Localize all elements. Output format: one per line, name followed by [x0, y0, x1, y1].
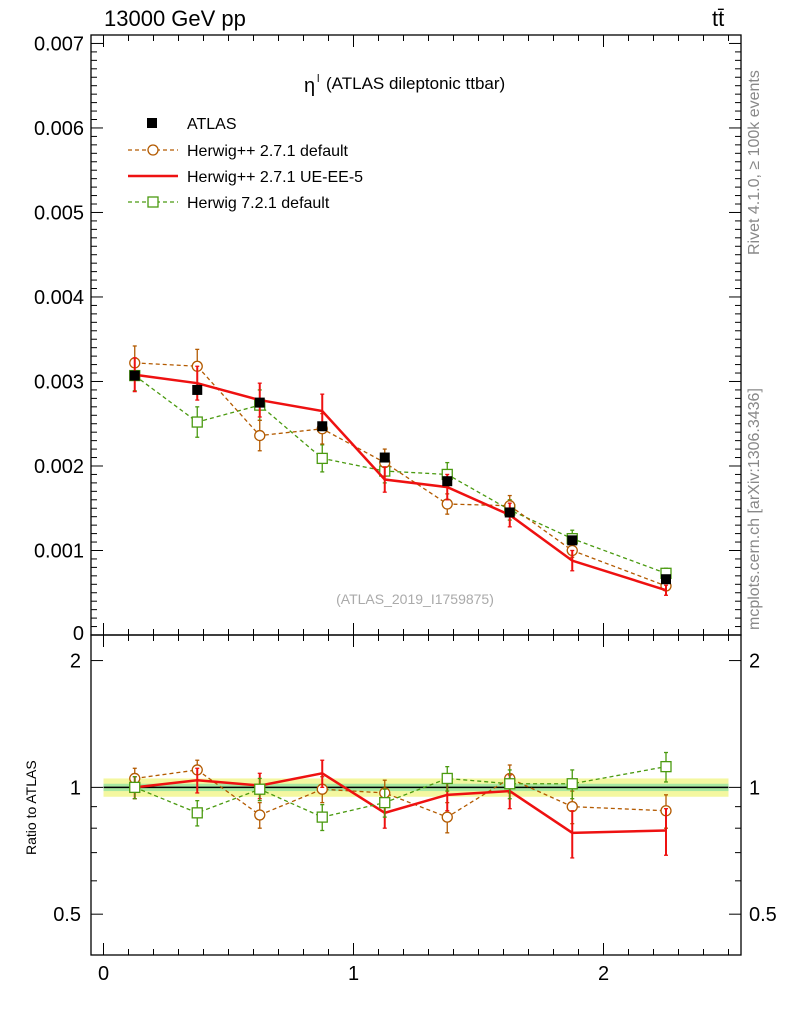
- line-herwigpp-2-7-1-ue-ee-5: [134, 373, 667, 592]
- point-atlas: [504, 507, 515, 518]
- legend-label-herwigpp-default: Herwig++ 2.7.1 default: [187, 143, 349, 160]
- series-herwigpp-2-7-1-ue-ee-5: [132, 759, 668, 859]
- legend-label-herwig7-default: Herwig 7.2.1 default: [187, 195, 330, 212]
- main-series: [129, 345, 672, 596]
- point-atlas: [317, 421, 328, 432]
- main-ytick-label: 0.003: [34, 371, 84, 393]
- point-herwig-7-2-1-default: [316, 452, 328, 465]
- legend-label-atlas: ATLAS: [187, 116, 237, 133]
- line-herwig-7-2-1-default: [134, 375, 667, 574]
- series-herwigpp-2-7-1-ue-ee-5: [132, 357, 668, 596]
- main-ytick-label-zero: 0: [73, 623, 84, 645]
- point-herwigpp-2-7-1-default: [254, 809, 266, 821]
- energy-label: 13000 GeV pp: [104, 6, 246, 31]
- line-herwigpp-2-7-1-default: [134, 769, 667, 818]
- main-panel: 0.001 0.002 0.003 0.004 0.005 0.006 0.007 0 η l…: [34, 33, 742, 645]
- point-herwig-7-2-1-default: [504, 778, 516, 790]
- point-herwig-7-2-1-default: [191, 807, 203, 819]
- point-herwig-7-2-1-default: [441, 772, 453, 785]
- main-ticks: 0.001 0.002 0.003 0.004 0.005 0.006 0.007 0: [34, 33, 741, 645]
- legend-marker-herwigpp-default: [147, 144, 159, 156]
- point-atlas: [129, 370, 140, 381]
- ratio-frame: [90, 634, 742, 956]
- point-herwig-7-2-1-default: [379, 796, 391, 809]
- point-atlas: [567, 535, 578, 546]
- point-atlas: [661, 574, 671, 585]
- ratio-ticks: 0.5 0.5 1 1 2 2 0 1 2: [53, 635, 777, 985]
- point-herwig-7-2-1-default: [254, 783, 266, 795]
- point-atlas: [192, 384, 203, 395]
- series-herwig-7-2-1-default: [129, 751, 672, 832]
- point-herwigpp-2-7-1-default: [441, 498, 453, 510]
- ratio-ylabel: Ratio to ATLAS: [23, 760, 39, 855]
- title-superscript: l: [317, 73, 319, 85]
- legend-marker-herwig7-default: [147, 196, 159, 208]
- chart-title: (ATLAS dileptonic ttbar): [326, 74, 505, 93]
- line-herwigpp-2-7-1-default: [134, 362, 667, 587]
- process-label: tt̄: [712, 6, 725, 31]
- ratio-xtick-label: 2: [598, 963, 609, 985]
- ratio-xtick-label: 0: [98, 963, 109, 985]
- ratio-xtick-label: 1: [348, 963, 359, 985]
- ratio-ytick-label-right: 1: [749, 777, 760, 799]
- main-ytick-label: 0.007: [34, 33, 84, 55]
- point-herwigpp-2-7-1-default: [254, 429, 266, 442]
- point-herwig-7-2-1-default: [129, 781, 141, 794]
- series-herwig-7-2-1-default: [129, 359, 672, 580]
- legend-marker-atlas: [147, 118, 157, 128]
- point-herwig-7-2-1-default: [660, 760, 672, 773]
- series-herwigpp-2-7-1-default: [129, 345, 672, 592]
- main-ytick-label: 0.005: [34, 202, 84, 224]
- ratio-ytick-label: 1: [70, 777, 81, 799]
- watermark: (ATLAS_2019_I1759875): [336, 591, 494, 607]
- ratio-panel: 0.5 0.5 1 1 2 2 0 1 2 Ratio to ATLAS: [23, 634, 777, 985]
- ratio-ytick-label-right: 2: [749, 651, 760, 673]
- point-atlas: [379, 452, 390, 463]
- point-herwig-7-2-1-default: [316, 811, 328, 823]
- point-atlas: [442, 476, 453, 487]
- ratio-series: [129, 751, 672, 859]
- series-atlas: [129, 370, 671, 585]
- main-ytick-label: 0.001: [34, 540, 84, 562]
- main-ytick-label: 0.004: [34, 287, 84, 309]
- legend: ATLAS Herwig++ 2.7.1 default Herwig++ 2.…: [128, 116, 363, 212]
- legend-label-herwigpp-ueee5: Herwig++ 2.7.1 UE-EE-5: [187, 169, 363, 186]
- point-herwig-7-2-1-default: [566, 778, 578, 790]
- point-atlas: [254, 397, 265, 408]
- ratio-ytick-label: 2: [70, 651, 81, 673]
- ratio-ytick-label-right: 0.5: [749, 904, 777, 926]
- point-herwig-7-2-1-default: [191, 416, 203, 428]
- main-ytick-label: 0.006: [34, 118, 84, 140]
- main-ytick-label: 0.002: [34, 456, 84, 478]
- point-herwigpp-2-7-1-default: [441, 811, 453, 823]
- title-symbol: η: [304, 75, 315, 97]
- ratio-ytick-label: 0.5: [53, 904, 81, 926]
